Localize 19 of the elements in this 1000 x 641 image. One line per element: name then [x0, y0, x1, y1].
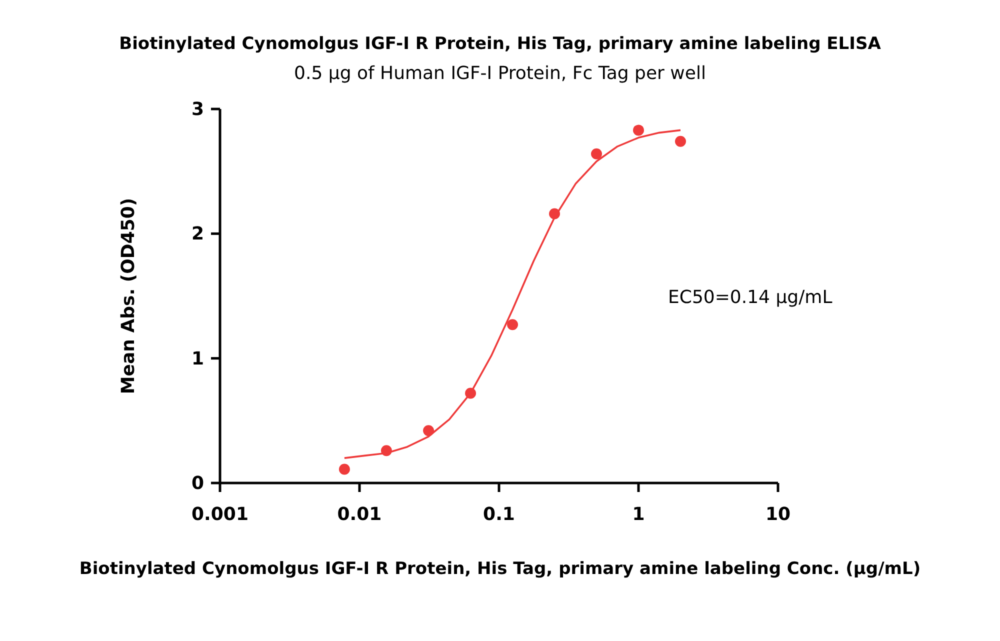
annotation: EC50=0.14 µg/mL — [668, 287, 832, 308]
x-tick-label: 0.001 — [192, 504, 248, 525]
chart-title: Biotinylated Cynomolgus IGF-I R Protein, His Tag, primary amine labeling ELISA — [119, 34, 882, 54]
y-tick-label: 0 — [191, 473, 204, 494]
point — [338, 464, 350, 475]
x-tick-label: 0.1 — [483, 504, 515, 525]
x-tick-label: 0.01 — [337, 504, 382, 525]
chart-subtitle: 0.5 µg of Human IGF-I Protein, Fc Tag per well — [294, 63, 706, 84]
x-tick-label: 1 — [632, 504, 645, 525]
point — [507, 319, 518, 330]
x-tick-label: 10 — [765, 504, 791, 525]
x-axis-title: Biotinylated Cynomolgus IGF-I R Protein, His Tag, primary amine labeling Conc. (µg/mL) — [79, 559, 921, 579]
y-tick-label: 3 — [191, 99, 204, 120]
y-tick-label: 2 — [191, 224, 204, 245]
point — [674, 136, 686, 147]
point — [591, 148, 602, 160]
point — [633, 124, 644, 136]
y-tick-label: 1 — [191, 348, 204, 370]
y-axis-title: Mean Abs. (OD450) — [118, 198, 139, 394]
